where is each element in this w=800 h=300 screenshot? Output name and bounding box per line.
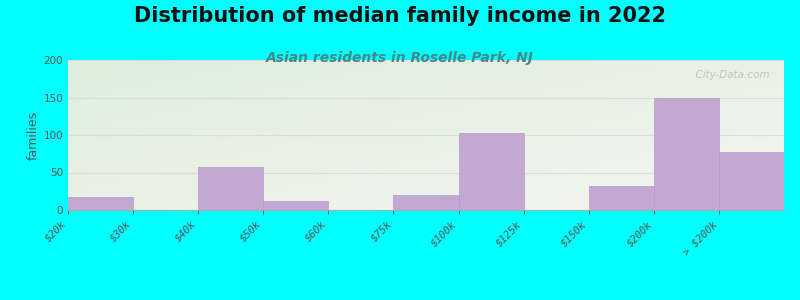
Text: City-Data.com: City-Data.com (689, 70, 770, 80)
Bar (198, 167, 263, 210)
Bar (68, 197, 133, 210)
Bar (458, 133, 524, 210)
Text: Asian residents in Roselle Park, NJ: Asian residents in Roselle Park, NJ (266, 51, 534, 65)
Y-axis label: families: families (26, 110, 39, 160)
Bar (719, 152, 784, 210)
Bar (654, 98, 719, 210)
Bar (394, 195, 458, 210)
Text: Distribution of median family income in 2022: Distribution of median family income in … (134, 6, 666, 26)
Bar (263, 201, 328, 210)
Bar (589, 186, 654, 210)
